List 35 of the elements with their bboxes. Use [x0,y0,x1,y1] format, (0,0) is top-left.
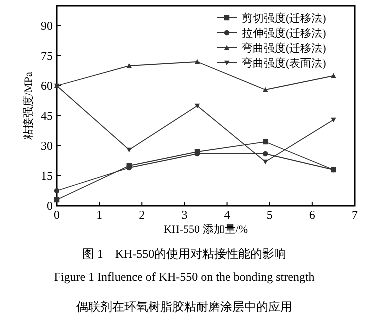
point [54,188,60,194]
caption: 图 1 KH-550的使用对粘接性能的影响 [82,247,287,261]
x-axis-title: KH-550 添加量/% [164,223,248,236]
y-tick-label: 75 [41,49,53,63]
caption: Figure 1 Influence of KH-550 on the bonding strength [54,270,315,284]
point [194,59,200,64]
point [126,148,132,153]
y-axis-title: 粘接强度/MPa [22,72,35,140]
y-tick-label: 90 [41,19,53,33]
x-tick-label: 6 [309,208,316,222]
legend-label: 拉伸强度(迁移法) [242,27,327,40]
point [126,63,132,68]
y-tick-label: 45 [41,109,53,123]
point [54,197,60,203]
x-tick-label: 5 [266,208,273,222]
point [331,118,336,123]
y-tick-label: 0 [47,199,53,213]
x-tick-label: 2 [139,208,146,222]
y-tick-label: 60 [41,79,53,93]
x-tick-label: 3 [182,208,188,222]
point [263,139,268,145]
legend-label: 剪切强度(迁移法) [242,12,327,25]
legend-label: 弯曲强度(表面法) [242,57,327,70]
x-tick-label: 4 [224,208,230,222]
point [263,87,268,92]
point [263,160,268,165]
legend-label: 弯曲强度(迁移法) [242,42,327,55]
text: 偶联剂在环氧树脂胶粘耐磨涂层中的应用 [76,300,292,314]
point [194,104,200,109]
y-tick-label: 15 [41,169,53,183]
y-tick-label: 30 [41,139,53,153]
point [263,151,268,157]
point [331,73,336,78]
x-tick-label: 1 [96,208,103,222]
x-tick-label: 7 [352,208,358,222]
